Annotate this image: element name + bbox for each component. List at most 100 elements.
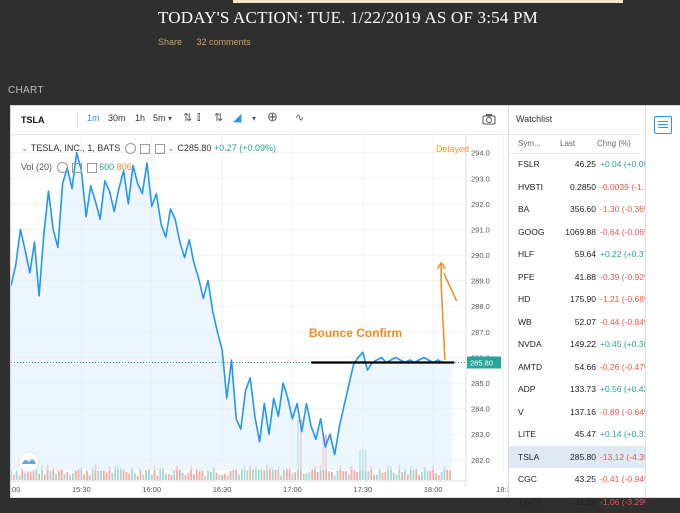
volume-bar [396,474,398,480]
volume-bar [185,475,187,480]
volume-bar [337,471,339,480]
interval-30m[interactable]: 30m [108,113,126,123]
add-indicator-icon[interactable]: ⊕ [267,109,278,125]
volume-bar [142,475,144,480]
price-chart[interactable]: Bounce Confirm282.0283.0284.0285.0286.02… [11,135,508,497]
volume-settings-icon[interactable] [72,163,82,173]
volume-bar [207,471,209,480]
volume-bar [221,475,223,480]
volume-visibility-icon[interactable] [57,162,68,173]
comments-link[interactable]: 32 comments [197,37,251,47]
volume-bar [86,471,88,480]
volume-bar [283,470,285,480]
interval-1h[interactable]: 1h [135,113,145,123]
volume-bar [187,473,189,480]
watchlist-change: -1.06 (-3.29%) [600,497,646,507]
volume-bar [100,471,102,480]
chart-type-dropdown-icon[interactable]: ▾ [252,114,256,123]
volume-bar [72,473,74,480]
volume-bar [421,471,423,480]
volume-bar [407,475,409,480]
x-tick-label: 16:30 [213,485,232,494]
col-change[interactable]: Chng (%) [597,139,631,148]
legend-symbol-name: TESLA, INC., 1, BATS [31,143,120,153]
volume-bar [280,475,282,480]
share-link[interactable]: Share [158,37,182,47]
volume-bar [232,470,234,480]
watchlist-toggle-icon[interactable] [654,116,672,134]
interval-5m[interactable]: 5m [153,113,166,123]
post-title[interactable]: TODAY'S ACTION: TUE. 1/22/2019 AS OF 3:5… [158,8,538,28]
legend-more-icon[interactable] [155,144,165,154]
interval-dropdown-icon[interactable]: ▾ [168,114,172,123]
volume-bar [83,474,85,480]
volume-bar [353,470,355,480]
drawing-tool-icon[interactable]: ∿ [295,111,304,124]
volume-bar [13,475,15,480]
volume-close-icon[interactable] [87,163,97,173]
bars-style-icon[interactable]: ⫾ [197,111,201,124]
volume-bar [44,475,46,480]
section-label: CHART [8,85,44,96]
toolbar-divider [77,112,78,128]
legend-close-price: 285.80 [184,143,212,153]
symbol-search[interactable]: TSLA [21,115,45,125]
legend-collapse-icon[interactable]: ⌄ [21,143,29,153]
watchlist-change: -0.89 (-0.64%) [600,407,646,417]
volume-bar [179,470,181,480]
legend-visibility-icon[interactable] [125,143,136,154]
watchlist-symbol: HLF [518,249,534,259]
volume-bar [227,476,229,480]
indicators-icon[interactable]: ⇅ [214,111,223,124]
watchlist-header: Sym... Last Chng (%) [509,134,646,154]
volume-bar [415,469,417,480]
watchlist-last: 175.90 [570,294,596,304]
x-tick-label: 16:00 [142,485,161,494]
y-tick-label: 285.0 [471,379,490,388]
volume-bar [196,469,198,480]
col-last[interactable]: Last [560,139,575,148]
volume-bar [58,471,60,480]
legend-settings-icon[interactable] [140,144,150,154]
volume-bar [111,473,113,480]
legend-dropdown-icon[interactable]: ⌄ [167,143,175,153]
volume-bar [156,476,158,480]
watchlist-symbol: HD [518,294,530,304]
volume-bar [21,469,23,480]
y-tick-label: 294.0 [471,149,490,158]
volume-bar [201,470,203,480]
watchlist-last: 43.25 [575,474,596,484]
watchlist-last: 52.07 [575,317,596,327]
camera-icon[interactable] [482,113,496,125]
annotation-label: Bounce Confirm [309,326,402,340]
watchlist-change: +0.04 (+0.09%) [600,159,646,169]
chart-plot-area[interactable]: Bounce Confirm282.0283.0284.0285.0286.02… [11,135,508,497]
watchlist-last: 133.73 [570,384,596,394]
volume-bar [61,469,63,480]
col-symbol[interactable]: Sym... [518,139,541,148]
interval-1m[interactable]: 1m [87,113,100,123]
price-area [11,153,452,470]
volume-bar [145,471,147,480]
watchlist-last: 45.47 [575,429,596,439]
area-chart-icon[interactable]: ◢ [233,111,241,124]
watchlist-symbol: CGC [518,474,537,484]
compare-indicator-icon[interactable]: ⇅ [183,111,192,124]
